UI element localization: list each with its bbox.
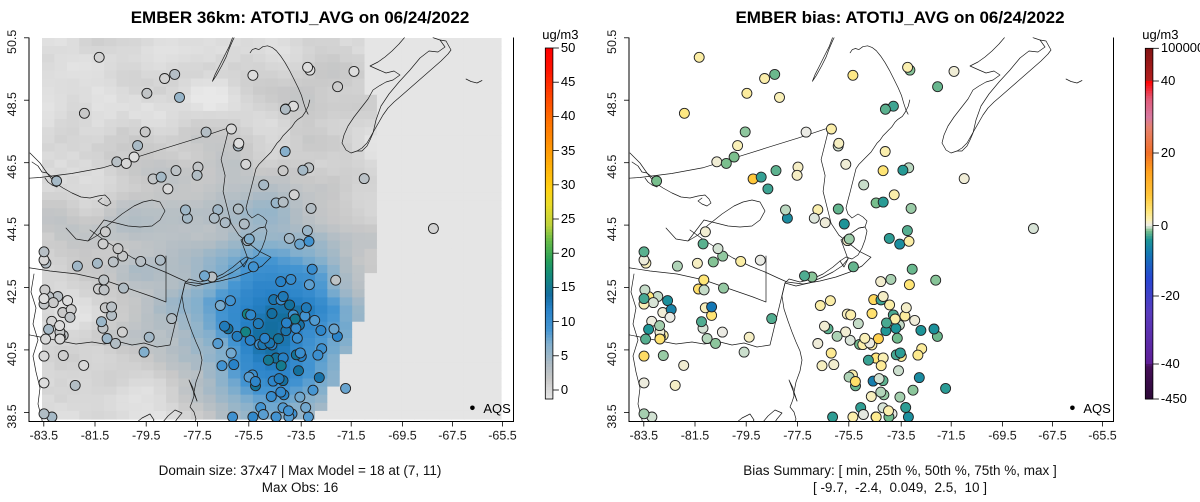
svg-text:-71.5: -71.5 [337, 429, 366, 443]
svg-text:-77.5: -77.5 [783, 429, 812, 443]
svg-text:44.5: 44.5 [5, 217, 19, 241]
svg-text:-65.5: -65.5 [1088, 429, 1117, 443]
svg-text:46.5: 46.5 [5, 154, 19, 178]
svg-text:-83.5: -83.5 [30, 429, 59, 443]
svg-text:-65.5: -65.5 [488, 429, 517, 443]
svg-text:44.5: 44.5 [605, 217, 619, 241]
svg-text:-75.5: -75.5 [835, 429, 864, 443]
svg-text:50.5: 50.5 [5, 30, 19, 54]
svg-text:40.5: 40.5 [5, 342, 19, 366]
svg-text:50.5: 50.5 [605, 30, 619, 54]
svg-text:-73.5: -73.5 [287, 429, 316, 443]
svg-text:-69.5: -69.5 [388, 429, 417, 443]
svg-text:-67.5: -67.5 [1038, 429, 1067, 443]
svg-text:-83.5: -83.5 [630, 429, 659, 443]
svg-text:-81.5: -81.5 [681, 429, 710, 443]
svg-text:48.5: 48.5 [5, 92, 19, 116]
svg-text:-69.5: -69.5 [988, 429, 1017, 443]
svg-text:-79.5: -79.5 [732, 429, 761, 443]
svg-text:46.5: 46.5 [605, 154, 619, 178]
svg-text:42.5: 42.5 [605, 279, 619, 303]
svg-text:48.5: 48.5 [605, 92, 619, 116]
svg-text:40.5: 40.5 [605, 342, 619, 366]
svg-text:-81.5: -81.5 [81, 429, 110, 443]
svg-text:-79.5: -79.5 [132, 429, 161, 443]
svg-text:38.5: 38.5 [5, 404, 19, 428]
svg-text:-67.5: -67.5 [438, 429, 467, 443]
svg-text:42.5: 42.5 [5, 279, 19, 303]
svg-text:-75.5: -75.5 [235, 429, 264, 443]
svg-text:-73.5: -73.5 [887, 429, 916, 443]
svg-text:-71.5: -71.5 [937, 429, 966, 443]
svg-text:-77.5: -77.5 [183, 429, 212, 443]
svg-text:38.5: 38.5 [605, 404, 619, 428]
